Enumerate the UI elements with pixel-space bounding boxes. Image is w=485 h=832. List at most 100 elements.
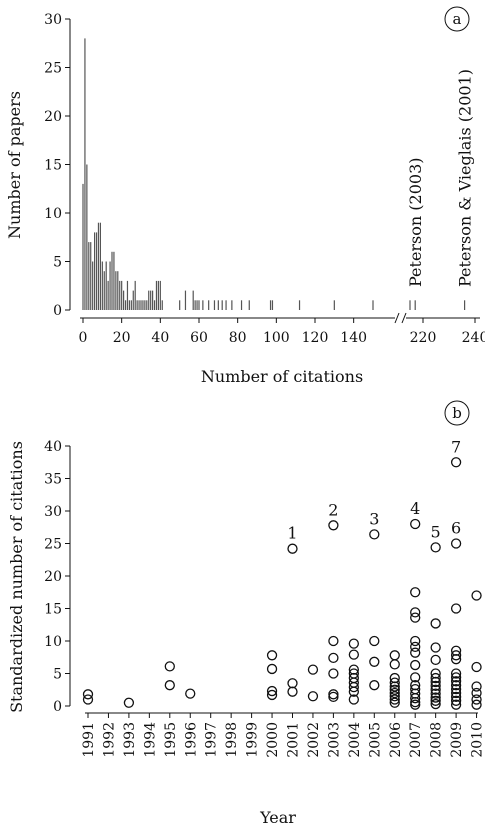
panel-b-letter: b: [452, 404, 462, 422]
x-tick-label: 2009: [449, 722, 465, 758]
scatter-point: [369, 680, 380, 691]
panel-a-x-axis-label: Number of citations: [201, 367, 363, 386]
histogram-bar: [269, 300, 272, 310]
x-tick-label: 1992: [101, 722, 117, 758]
histogram-bar: [115, 271, 117, 310]
histogram-bar: [136, 300, 138, 310]
panel-b-letter-circle: [444, 400, 470, 426]
scatter-point: [450, 699, 462, 710]
scatter-point: [82, 694, 94, 705]
x-tick-label: 2005: [367, 722, 383, 758]
histogram-bar: [138, 300, 140, 310]
point-annotation: 5: [431, 522, 441, 541]
x-tick-label: 220: [410, 330, 437, 346]
y-tick-label: 15: [44, 602, 62, 618]
scatter-point: [348, 694, 360, 705]
scatter-point: [430, 688, 441, 699]
scatter-point: [164, 680, 175, 691]
scatter-point: [369, 529, 380, 540]
scatter-point: [410, 607, 421, 618]
y-tick-label: 0: [53, 303, 62, 319]
scatter-point: [471, 590, 482, 601]
annotation-label: Peterson (2003): [406, 158, 425, 288]
panel-b-x-axis-label: Year: [259, 808, 296, 827]
histogram-bar: [240, 300, 243, 310]
x-tick-label: 2006: [388, 722, 404, 758]
histogram-bar: [142, 300, 144, 310]
histogram-bar: [161, 300, 163, 310]
scatter-point: [389, 694, 400, 705]
x-tick-label: 2010: [470, 722, 485, 758]
y-tick-label: 0: [53, 699, 62, 715]
panel-a-y-ticks: 0 5 10 15 20 25 30: [44, 12, 70, 319]
histogram-bar: [103, 271, 105, 310]
panel-b-y-axis-label: Standardized number of citations: [7, 441, 26, 713]
x-tick-label: 80: [229, 330, 247, 346]
point-annotation: 1: [287, 524, 297, 543]
point-annotation: 2: [328, 500, 338, 519]
histogram-bar: [159, 280, 161, 310]
scatter-point: [450, 668, 462, 679]
panel-a-letter-circle: [444, 6, 470, 32]
x-tick-label: 1991: [81, 722, 97, 758]
scatter-point: [410, 641, 421, 652]
histogram-bar: [95, 232, 98, 310]
scatter-point: [389, 681, 400, 692]
histogram-bar: [117, 271, 119, 310]
scatter-point: [348, 649, 360, 660]
scatter-point: [410, 587, 421, 598]
scatter-point: [389, 687, 400, 699]
histogram-bar: [179, 300, 181, 310]
histogram-bar: [221, 300, 223, 310]
scatter-point: [389, 650, 400, 661]
y-tick-label: 40: [44, 439, 62, 455]
scatter-point: [328, 691, 339, 703]
histogram-bar: [157, 280, 159, 310]
scatter-point: [328, 520, 339, 531]
point-annotation: 7: [451, 437, 461, 456]
scatter-point: [410, 635, 421, 647]
scatter-point: [430, 698, 441, 710]
scatter-point: [410, 699, 421, 710]
scatter-point: [389, 684, 400, 695]
histogram-bar: [225, 300, 227, 310]
scatter-point: [123, 697, 135, 708]
x-tick-label: 2003: [326, 722, 342, 758]
x-tick-label: 2002: [306, 722, 322, 758]
scatter-point: [471, 681, 482, 692]
y-tick-label: 25: [44, 61, 62, 77]
scatter-point: [82, 689, 94, 700]
x-tick-label: 140: [340, 330, 367, 346]
histogram-bar: [82, 183, 84, 310]
scatter-point: [430, 542, 441, 553]
histogram-bar: [196, 300, 198, 310]
scatter-point: [328, 689, 339, 700]
histogram-bar: [152, 290, 154, 310]
panel-a-citation-histogram: 0 5 10 15 20 25 30 0 20 40 60 80 100 120 140 220 240 Nu…: [5, 6, 485, 386]
scatter-point: [471, 661, 482, 673]
histogram-bar: [130, 300, 132, 310]
scatter-point: [328, 652, 339, 664]
histogram-bar: [90, 242, 92, 310]
y-tick-label: 10: [44, 634, 62, 650]
scatter-point: [307, 664, 319, 675]
scatter-point: [471, 687, 482, 699]
scatter-point: [389, 697, 400, 708]
histogram-bar: [409, 300, 411, 310]
y-tick-label: 20: [44, 109, 62, 125]
histogram-bar: [198, 300, 200, 310]
scatter-point: [430, 676, 441, 688]
scatter-point: [266, 663, 278, 675]
scatter-point: [410, 672, 421, 683]
scatter-point: [450, 676, 462, 687]
point-annotation: 6: [451, 519, 461, 538]
y-tick-label: 5: [53, 255, 62, 271]
scatter-point: [430, 692, 441, 703]
scatter-point: [164, 661, 175, 672]
histogram-bar: [86, 164, 88, 310]
histogram-bar: [192, 290, 194, 310]
scatter-point: [450, 683, 462, 695]
scatter-point: [389, 677, 400, 688]
scatter-point: [348, 682, 360, 693]
